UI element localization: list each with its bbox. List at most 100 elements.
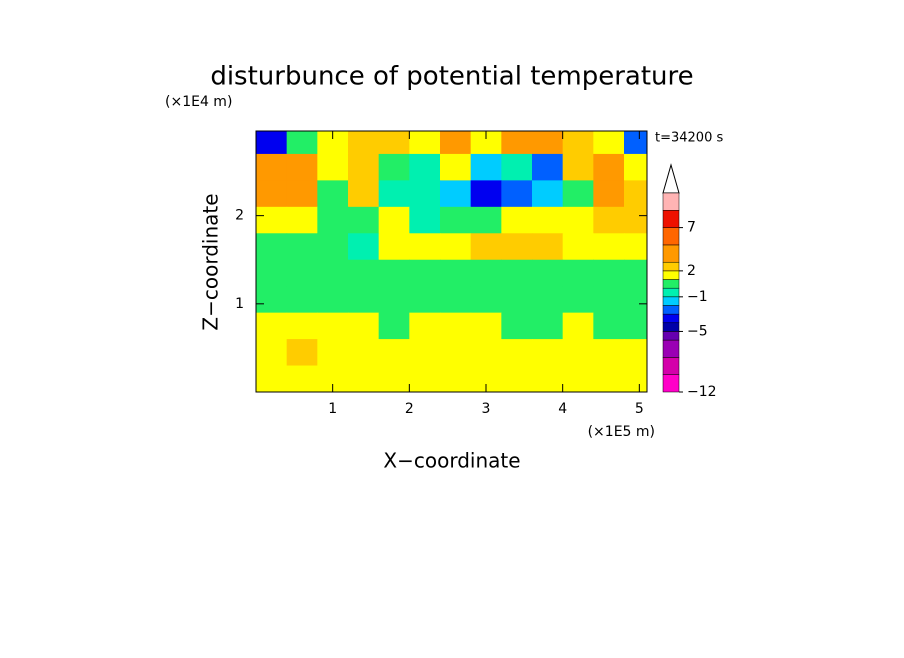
contour-cell <box>470 259 502 287</box>
colorbar-segment <box>662 287 680 298</box>
contour-cell <box>593 206 625 234</box>
contour-cell <box>378 259 410 287</box>
contour-cell <box>317 180 349 208</box>
contour-cell <box>593 233 625 261</box>
contour-cell <box>501 131 533 155</box>
contour-cell <box>286 365 318 392</box>
colorbar-tick-label: 2 <box>687 263 696 279</box>
contour-cell <box>256 180 288 208</box>
contour-cell <box>348 286 380 314</box>
colorbar-segment <box>662 270 680 280</box>
colorbar-tick-label: −12 <box>687 384 717 400</box>
contour-cell <box>593 312 625 340</box>
contour-cell <box>562 312 594 340</box>
contour-cell <box>409 339 441 367</box>
colorbar-segment <box>662 331 680 341</box>
contour-cell <box>317 206 349 234</box>
contour-cell <box>624 153 647 181</box>
x-tick-label: 5 <box>635 401 644 417</box>
contour-cell <box>378 206 410 234</box>
colorbar-segment <box>662 339 680 358</box>
contour-cell <box>470 180 502 208</box>
contour-cell <box>256 153 288 181</box>
contour-cell <box>532 259 564 287</box>
contour-cell <box>378 153 410 181</box>
contour-cell <box>440 365 472 392</box>
contour-cell <box>562 365 594 392</box>
contour-cell <box>470 153 502 181</box>
colorbar-segment <box>662 313 680 324</box>
contour-cell <box>501 339 533 367</box>
contour-cell <box>624 286 647 314</box>
contour-cell <box>256 259 288 287</box>
contour-cell <box>348 259 380 287</box>
contour-cell <box>532 365 564 392</box>
colorbar-tick-label: 7 <box>687 220 696 236</box>
contour-cell <box>624 131 647 155</box>
contour-cell <box>286 180 318 208</box>
contour-cell <box>501 259 533 287</box>
colorbar-segment <box>662 305 680 315</box>
contour-cell <box>409 233 441 261</box>
contour-cell <box>440 233 472 261</box>
contour-cell <box>501 206 533 234</box>
contour-cell <box>593 131 625 155</box>
contour-cell <box>317 312 349 340</box>
contour-cell <box>348 180 380 208</box>
contour-cell <box>501 312 533 340</box>
contour-cell <box>378 180 410 208</box>
contour-cell <box>256 131 288 155</box>
chart-title: disturbunce of potential temperature <box>210 62 693 92</box>
colorbar-tick-label: −1 <box>687 289 708 305</box>
colorbar-tick-label: −5 <box>687 323 708 339</box>
contour-cell <box>378 131 410 155</box>
contour-cell <box>409 259 441 287</box>
contour-cell <box>440 259 472 287</box>
contour-cell <box>532 233 564 261</box>
colorbar-extension <box>662 163 680 194</box>
colorbar-segment <box>662 296 680 306</box>
contour-cell <box>348 206 380 234</box>
colorbar-segment <box>662 227 680 246</box>
contour-cell <box>624 206 647 234</box>
contour-cell <box>532 206 564 234</box>
colorbar-segment <box>662 374 680 393</box>
contour-cell <box>501 286 533 314</box>
contour-cell <box>470 286 502 314</box>
contour-cell <box>256 286 288 314</box>
x-tick-label: 2 <box>405 401 414 417</box>
plot-frame <box>255 130 648 393</box>
contour-cell <box>562 180 594 208</box>
contour-cell <box>562 206 594 234</box>
contour-cell <box>562 153 594 181</box>
contour-cell <box>256 312 288 340</box>
contour-cell <box>286 339 318 367</box>
y-unit: (×1E4 m) <box>165 94 232 110</box>
contour-cell <box>440 131 472 155</box>
contour-cell <box>624 259 647 287</box>
contour-cell <box>348 131 380 155</box>
contour-cell <box>409 312 441 340</box>
contour-cell <box>348 339 380 367</box>
contour-cell <box>562 259 594 287</box>
contour-cell <box>409 153 441 181</box>
contour-cell <box>624 180 647 208</box>
contour-cell <box>593 153 625 181</box>
contour-cell <box>470 206 502 234</box>
contour-cell <box>378 312 410 340</box>
contour-cell <box>562 286 594 314</box>
contour-cell <box>409 180 441 208</box>
contour-cell <box>532 286 564 314</box>
contour-cell <box>378 286 410 314</box>
x-unit: (×1E5 m) <box>588 424 655 440</box>
contour-field <box>256 131 647 392</box>
contour-cell <box>532 131 564 155</box>
contour-cell <box>286 131 318 155</box>
contour-cell <box>317 339 349 367</box>
contour-cell <box>532 339 564 367</box>
contour-cell <box>317 233 349 261</box>
colorbar-segment <box>662 261 680 272</box>
contour-cell <box>409 365 441 392</box>
contour-cell <box>378 365 410 392</box>
x-tick-label: 3 <box>482 401 491 417</box>
